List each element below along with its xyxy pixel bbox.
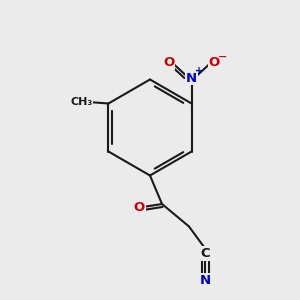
Text: C: C <box>201 247 210 260</box>
Text: CH₃: CH₃ <box>70 97 93 107</box>
Text: N: N <box>200 274 211 287</box>
Text: −: − <box>218 51 227 62</box>
Text: O: O <box>134 201 145 214</box>
Text: +: + <box>195 66 203 76</box>
Text: N: N <box>186 71 197 85</box>
Text: O: O <box>164 56 175 69</box>
Text: O: O <box>208 56 220 69</box>
